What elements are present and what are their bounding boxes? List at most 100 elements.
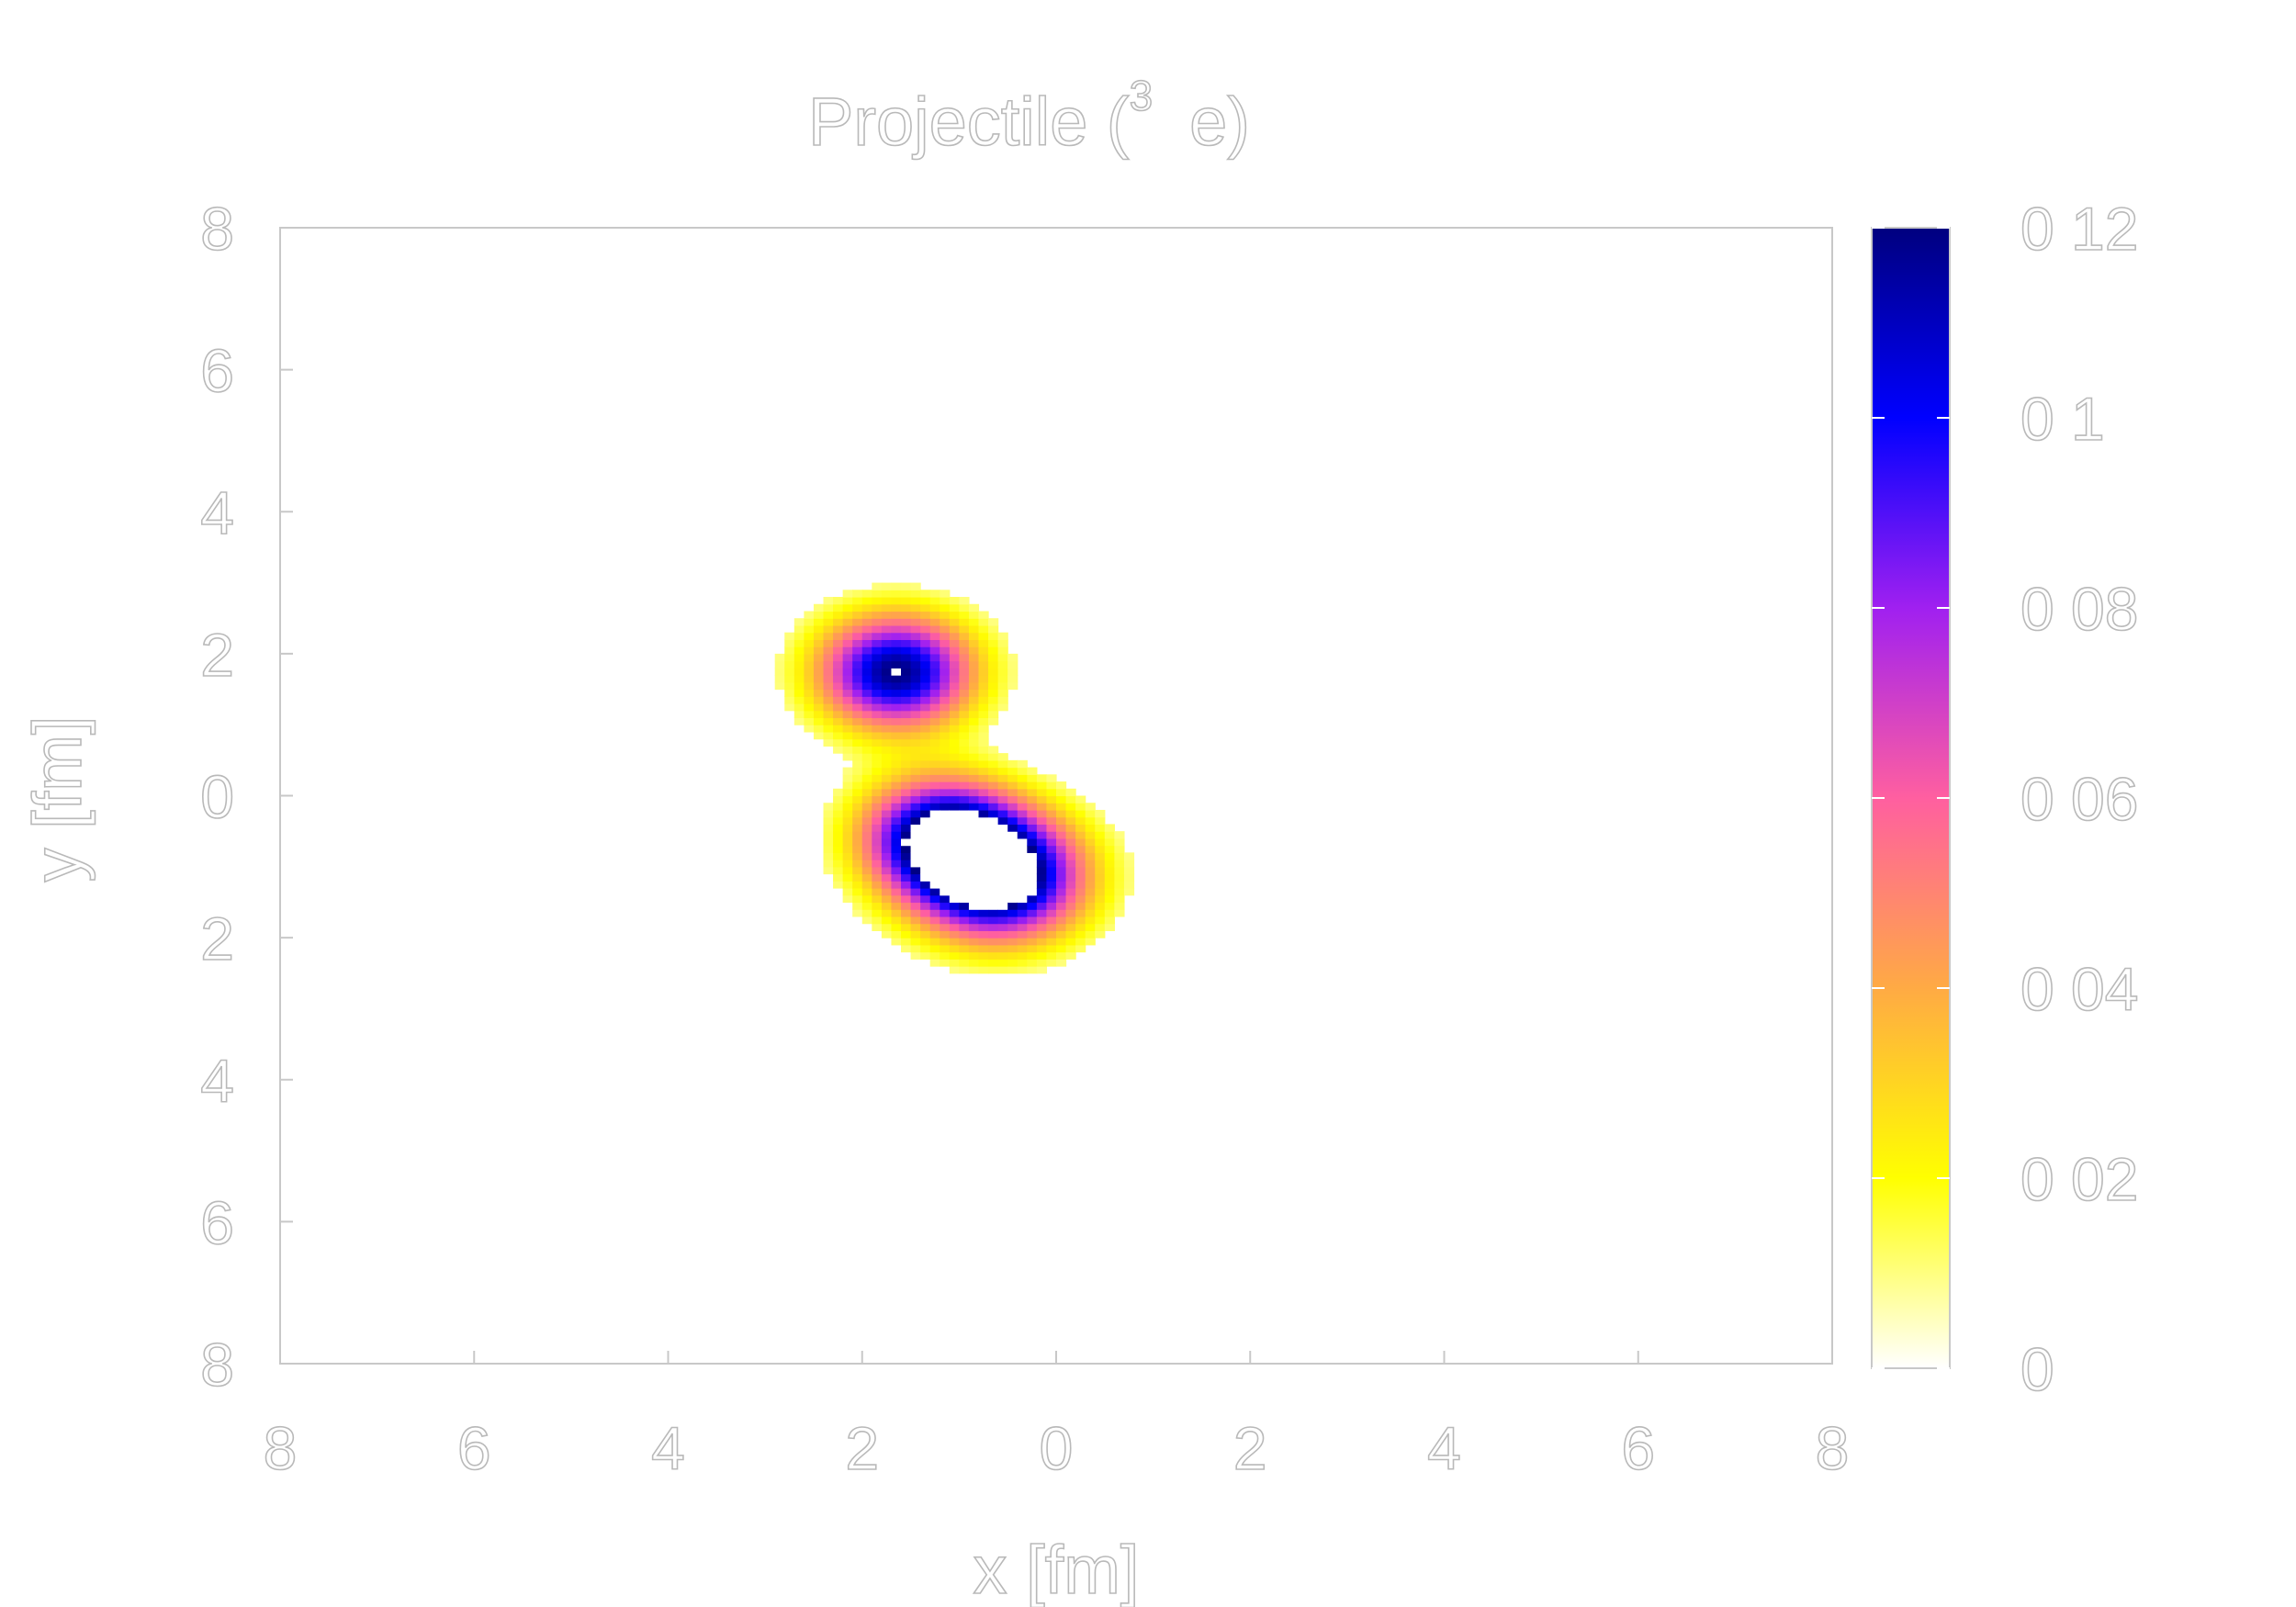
heatmap-cell — [1095, 845, 1106, 853]
heatmap-cell — [852, 888, 863, 896]
heatmap-cell — [861, 675, 872, 683]
heatmap-cell — [842, 788, 853, 797]
heatmap-cell — [1095, 816, 1106, 826]
heatmap-cell — [881, 646, 893, 655]
heatmap-cell — [1017, 774, 1028, 782]
heatmap-cell — [959, 944, 970, 953]
heatmap-cell — [949, 781, 960, 790]
heatmap-cell — [901, 675, 912, 683]
heatmap-cell — [881, 888, 893, 896]
heatmap-cell — [929, 803, 940, 811]
heatmap-cell — [1007, 795, 1019, 804]
heatmap-cell — [823, 831, 834, 839]
heatmap-cell — [901, 618, 912, 626]
heatmap-cell — [997, 795, 1008, 804]
heatmap-cell — [910, 731, 921, 740]
heatmap-cell — [891, 639, 902, 647]
heatmap-cell — [997, 866, 1008, 875]
heatmap-cell — [861, 725, 872, 733]
heatmap-cell — [842, 646, 853, 655]
heatmap-cell — [940, 788, 951, 797]
heatmap-cell — [1046, 774, 1057, 782]
heatmap-cell — [988, 767, 999, 775]
heatmap-cell — [852, 675, 863, 683]
heatmap-cell — [891, 852, 902, 860]
heatmap-cell — [940, 618, 951, 626]
heatmap-cell — [959, 951, 970, 960]
heatmap-cell — [881, 611, 893, 619]
heatmap-cell — [949, 681, 960, 691]
heatmap-cell — [1104, 916, 1115, 925]
heatmap-cell — [978, 632, 989, 641]
heatmap-cell — [1085, 888, 1096, 896]
heatmap-cell — [959, 660, 970, 669]
heatmap-cell — [1104, 902, 1115, 910]
heatmap-cell — [881, 767, 893, 775]
heatmap-cell — [968, 909, 980, 917]
colorbar-tick-label: 0 1 — [2020, 385, 2105, 453]
heatmap-cell — [910, 681, 921, 691]
heatmap-cell — [1027, 923, 1038, 931]
heatmap-cell — [1027, 944, 1038, 953]
heatmap-cell — [968, 951, 980, 960]
heatmap-cell — [872, 873, 883, 882]
heatmap-cell — [1085, 860, 1096, 868]
heatmap-cell — [1036, 781, 1048, 790]
heatmap-cell — [1046, 803, 1057, 811]
heatmap-cell — [872, 824, 883, 832]
heatmap-cell — [929, 824, 940, 832]
heatmap-cell — [929, 660, 940, 669]
heatmap-cell — [1104, 837, 1115, 847]
heatmap-cell — [833, 717, 844, 725]
heatmap-cell — [988, 746, 999, 754]
heatmap-cell — [1017, 866, 1028, 875]
heatmap-cell — [988, 881, 999, 889]
heatmap-cell — [978, 660, 989, 669]
heatmap-cell — [988, 845, 999, 853]
heatmap-cell — [920, 702, 931, 712]
heatmap-cell — [1056, 831, 1067, 839]
heatmap-cell — [978, 624, 989, 634]
heatmap-cell — [1007, 653, 1019, 662]
heatmap-cell — [929, 710, 940, 719]
heatmap-cell — [872, 809, 883, 818]
heatmap-cell — [774, 660, 785, 669]
heatmap-cell — [804, 660, 815, 669]
heatmap-cell — [1007, 675, 1019, 683]
heatmap-cell — [1095, 837, 1106, 847]
heatmap-cell — [842, 731, 853, 740]
heatmap-cell — [1046, 866, 1057, 875]
heatmap-cell — [1075, 944, 1086, 953]
heatmap-cell — [1036, 860, 1048, 868]
heatmap-cell — [872, 582, 883, 590]
heatmap-cell — [910, 894, 921, 904]
heatmap-cell — [940, 603, 951, 612]
heatmap-cell — [813, 646, 825, 655]
heatmap-cell — [968, 689, 980, 697]
heatmap-cell — [1007, 966, 1019, 974]
heatmap-cell — [823, 696, 834, 704]
heatmap-cell — [804, 675, 815, 683]
heatmap-cell — [1056, 951, 1067, 960]
heatmap-cell — [823, 653, 834, 662]
heatmap-cell — [920, 831, 931, 839]
heatmap-cell — [910, 668, 921, 676]
heatmap-cell — [852, 809, 863, 818]
heatmap-cell — [861, 774, 872, 782]
heatmap-cell — [891, 774, 902, 782]
heatmap-cell — [968, 888, 980, 896]
heatmap-cell — [901, 717, 912, 725]
heatmap-cell — [920, 696, 931, 704]
heatmap-cell — [997, 702, 1008, 712]
heatmap-cell — [852, 816, 863, 826]
heatmap-cell — [1065, 881, 1076, 889]
heatmap-cell — [949, 966, 960, 974]
heatmap-cell — [997, 803, 1008, 811]
heatmap-cell — [988, 624, 999, 634]
heatmap-cell — [881, 731, 893, 740]
heatmap-cell — [1104, 845, 1115, 853]
heatmap-cell — [940, 597, 951, 605]
heatmap-cell — [959, 845, 970, 853]
heatmap-cell — [910, 788, 921, 797]
heatmap-cell — [929, 590, 940, 598]
